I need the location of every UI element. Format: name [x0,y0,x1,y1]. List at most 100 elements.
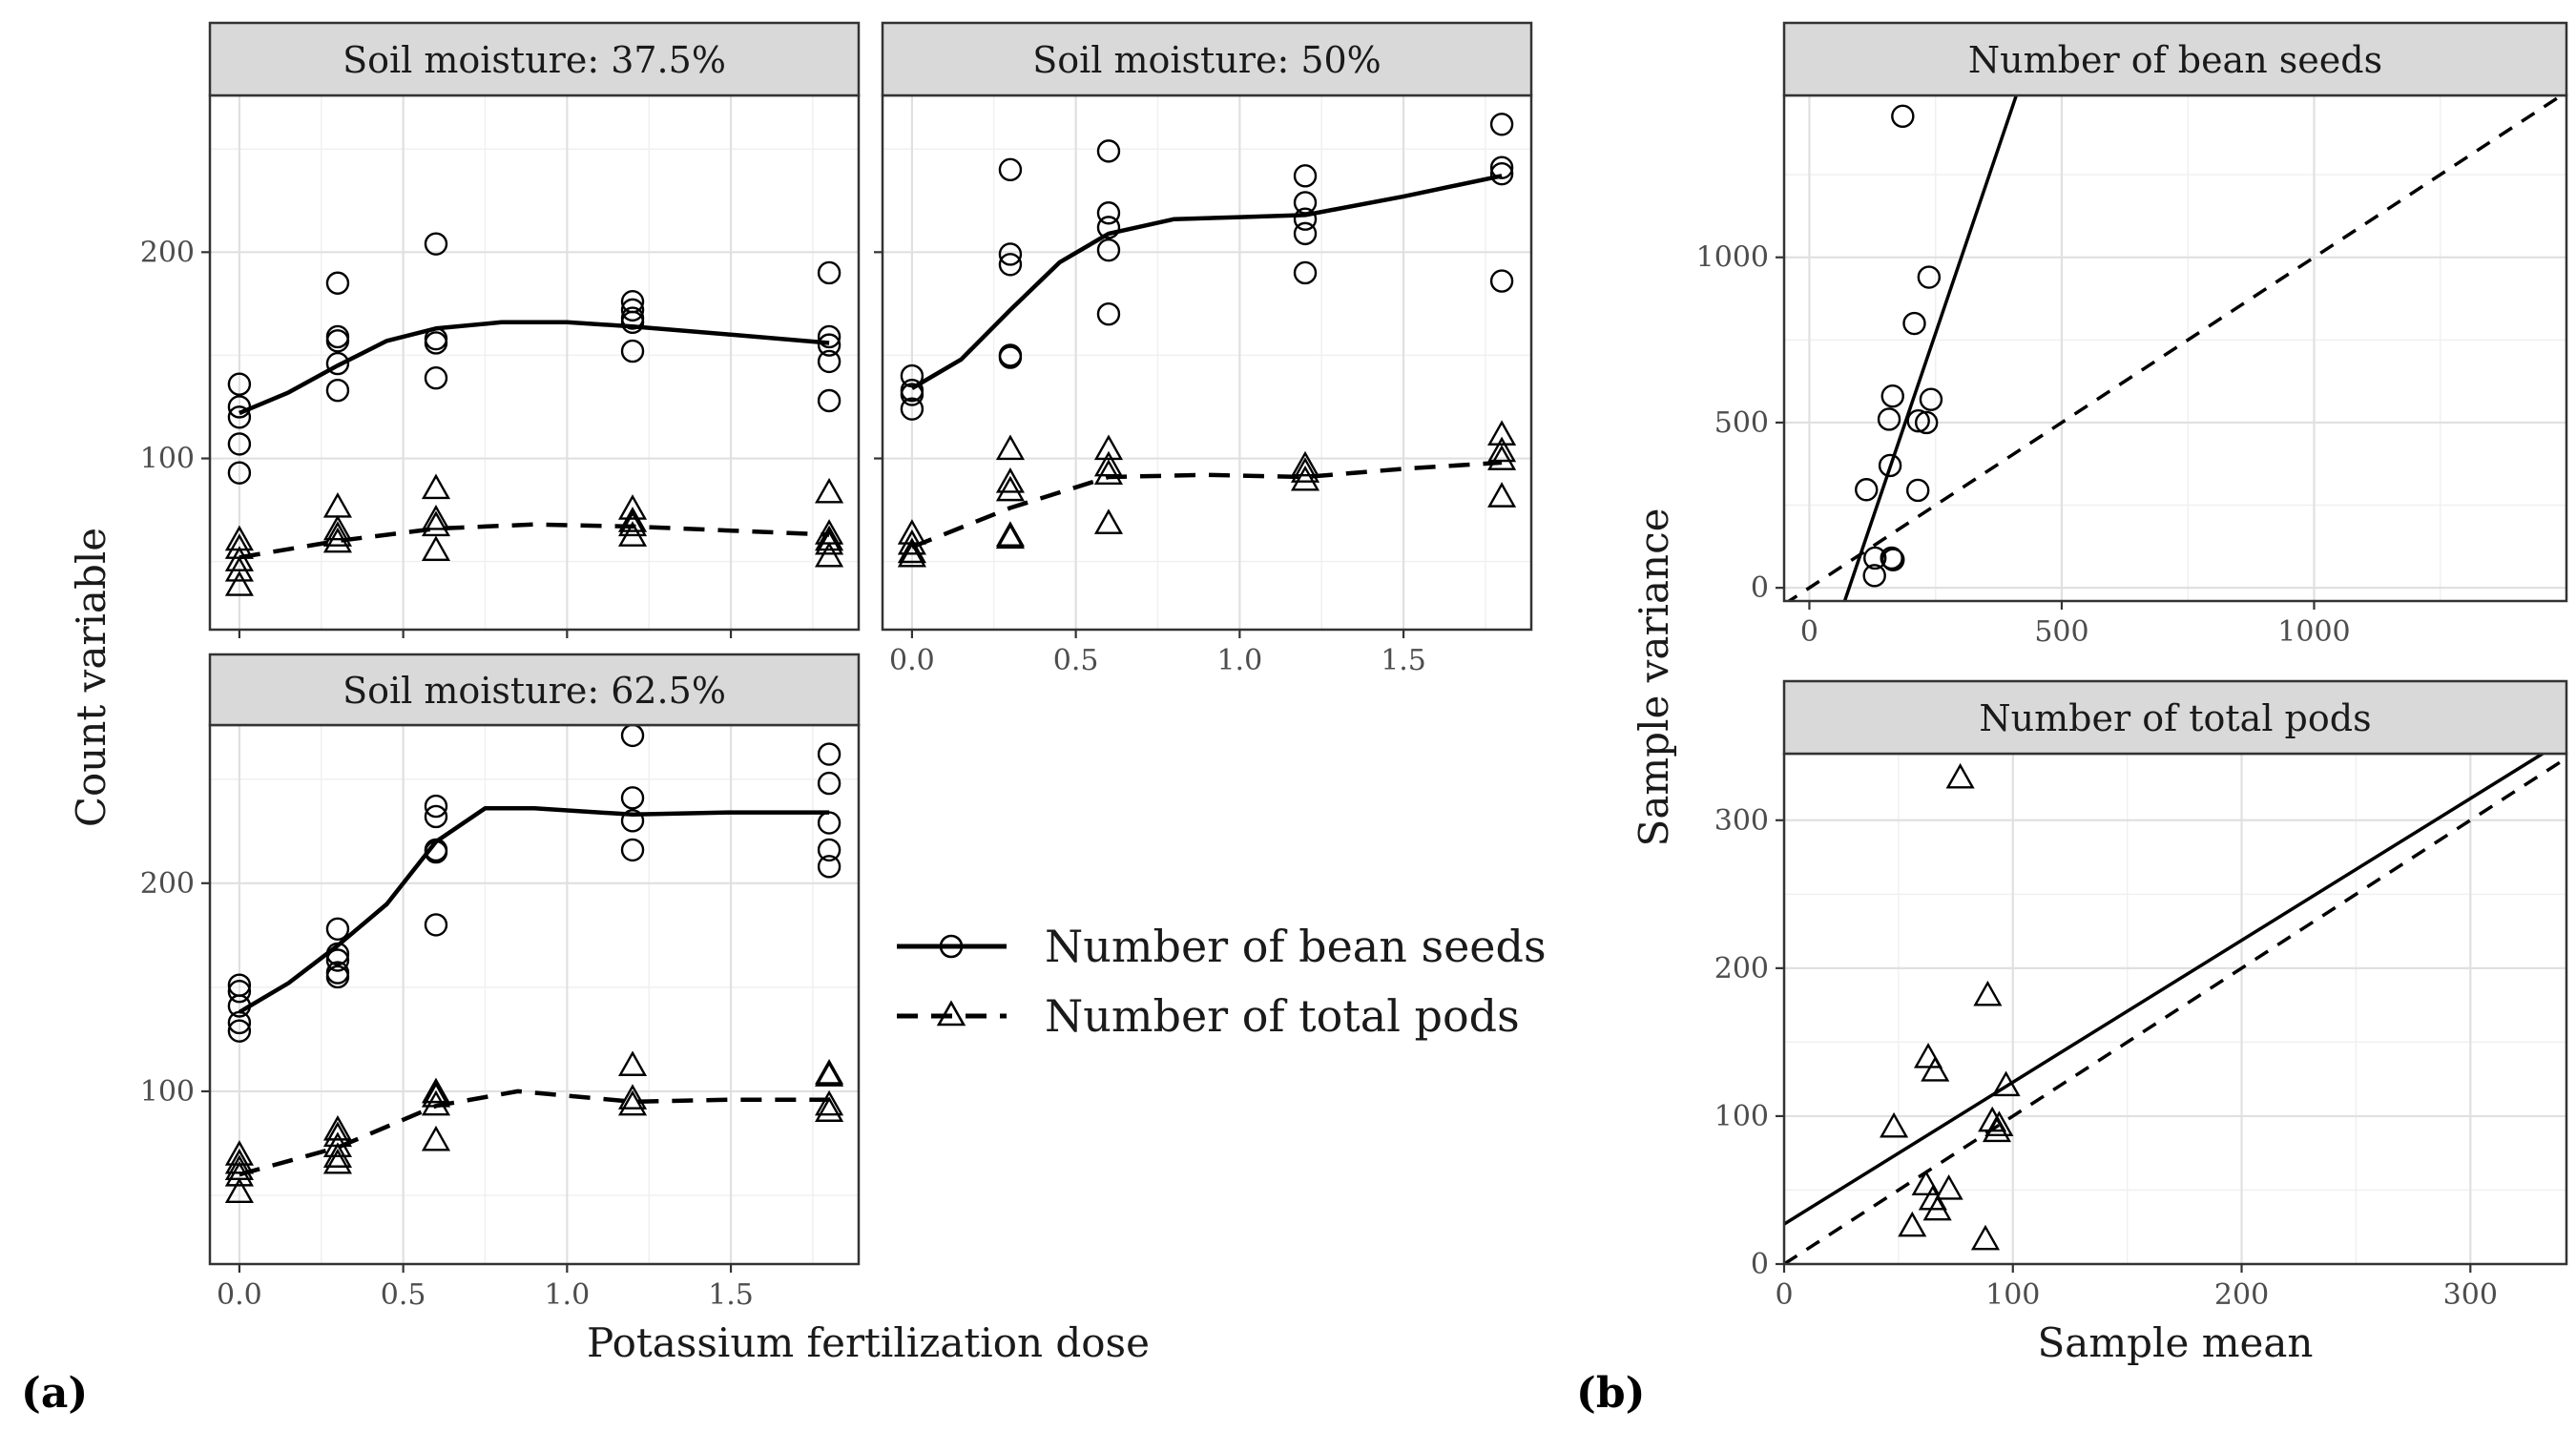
trend-curve-number-of-bean-seeds [238,806,830,1014]
point-number-of-total-pods [224,546,254,571]
x-tick-label: 200 [2214,1278,2269,1312]
point-number-of-total-pods [897,529,926,555]
panel-soil-62-5: Soil moisture: 62.5% 100 200 0.0 0.5 1.0 1.5 [140,653,861,1312]
x-tick-label: 0.5 [381,1278,426,1312]
x-tick-label: 1.5 [708,1278,754,1312]
point-number-of-bean-seeds [1863,546,1887,570]
point-number-of-bean-seeds [817,349,841,374]
panel-soil-50: Soil moisture: 50% 0.0 0.5 1.0 1.5 [874,21,1533,677]
grid [883,95,1531,630]
point-number-of-bean-seeds [227,395,252,419]
panel-variance-bean-seeds: Number of bean seeds 0 500 1000 0 500 1000 [1696,21,2568,649]
point-number-of-total-pods [617,1050,648,1076]
point-number-of-total-pods [421,504,451,530]
point-number-of-bean-seeds [900,397,924,421]
point-number-of-total-pods [322,527,352,553]
x-ticks: 0 500 1000 [1800,601,2351,649]
point-number-of-bean-seeds [1878,453,1902,478]
point-number-of-total-pods [322,1131,352,1158]
strip-background [208,21,861,97]
x-ticks: 0.0 0.5 1.0 1.5 [217,1264,754,1312]
curves [910,174,1503,550]
point-number-of-total-pods [1922,1194,1952,1221]
point-number-of-bean-seeds [1891,104,1915,129]
point-number-of-bean-seeds [325,948,350,972]
points [897,113,1517,568]
point-number-of-total-pods [1991,1070,2021,1097]
point-number-of-bean-seeds [424,840,448,864]
point-number-of-bean-seeds [817,324,841,349]
x-tick-label: 1.0 [1216,644,1262,677]
point-number-of-total-pods [815,529,844,555]
point-number-of-bean-seeds [1489,269,1514,293]
point-number-of-bean-seeds [227,405,252,429]
y-tick-label: 100 [1714,1100,1769,1133]
point-number-of-total-pods [815,541,844,568]
point-number-of-bean-seeds [325,378,350,403]
point-number-of-bean-seeds [1293,207,1318,231]
point-number-of-total-pods [815,1089,844,1116]
point-number-of-bean-seeds [1096,201,1121,225]
point-number-of-bean-seeds [325,351,350,376]
point-number-of-bean-seeds [817,855,841,879]
point-number-of-total-pods [617,494,648,520]
point-number-of-bean-seeds [1489,113,1514,136]
point-number-of-total-pods [815,477,844,504]
point-number-of-total-pods [1487,482,1517,508]
point-number-of-total-pods [224,1177,254,1204]
curves [239,320,830,560]
point-number-of-total-pods [1290,450,1320,477]
point-number-of-bean-seeds [1862,564,1886,588]
point-number-of-bean-seeds [325,964,350,989]
point-number-of-bean-seeds [227,980,252,1004]
point-number-of-bean-seeds [1905,478,1930,503]
point-number-of-bean-seeds [1096,301,1121,326]
point-number-of-bean-seeds [424,331,448,355]
panel-label-a: (a) [21,1369,88,1418]
strip-background [881,21,1533,97]
point-number-of-bean-seeds [1096,238,1121,262]
legend: Number of bean seeds Number of total pod… [897,921,1547,1042]
grid [1784,95,2566,601]
point-number-of-total-pods [815,1061,844,1087]
point-number-of-bean-seeds [424,366,448,390]
point-number-of-total-pods [421,473,451,500]
trend-curve-number-of-bean-seeds [910,174,1503,390]
panel-background [210,95,859,630]
point-number-of-total-pods [421,1077,451,1104]
point-number-of-bean-seeds [227,372,252,396]
point-number-of-total-pods [224,1148,254,1174]
point-number-of-bean-seeds [1293,221,1318,246]
fitted-line [1842,95,2019,601]
point-number-of-total-pods [995,434,1025,461]
strip-background [1782,679,2568,756]
point-number-of-total-pods [995,523,1025,550]
legend-marker-bean-seeds [939,934,964,959]
point-number-of-total-pods [224,556,254,582]
point-number-of-bean-seeds [817,388,841,413]
x-tick-label: 0.5 [1053,644,1099,677]
strip-title: Soil moisture: 37.5% [343,39,726,81]
point-number-of-bean-seeds [620,310,645,335]
point-number-of-total-pods [421,1125,451,1151]
point-number-of-bean-seeds [1919,387,1943,411]
trend-curve-number-of-total-pods [239,1089,830,1177]
point-number-of-total-pods [1093,434,1124,461]
legend-marker-total-pods [936,1000,966,1027]
strip-background [1782,21,2568,97]
point-number-of-bean-seeds [424,913,448,937]
point-number-of-total-pods [617,1089,648,1116]
point-number-of-bean-seeds [1906,409,1930,433]
y-tick-label: 500 [1714,406,1769,440]
b-x-axis-title: Sample mean [2038,1319,2314,1366]
point-number-of-bean-seeds [1877,407,1901,431]
points [1855,104,1943,588]
y-tick-label: 100 [140,1075,195,1109]
point-number-of-bean-seeds [325,329,350,353]
points [1880,762,2021,1251]
point-number-of-total-pods [224,1160,254,1187]
point-number-of-total-pods [1911,1170,1941,1196]
x-tick-label: 1.5 [1381,644,1426,677]
legend-label-total-pods: Number of total pods [1045,990,1520,1042]
